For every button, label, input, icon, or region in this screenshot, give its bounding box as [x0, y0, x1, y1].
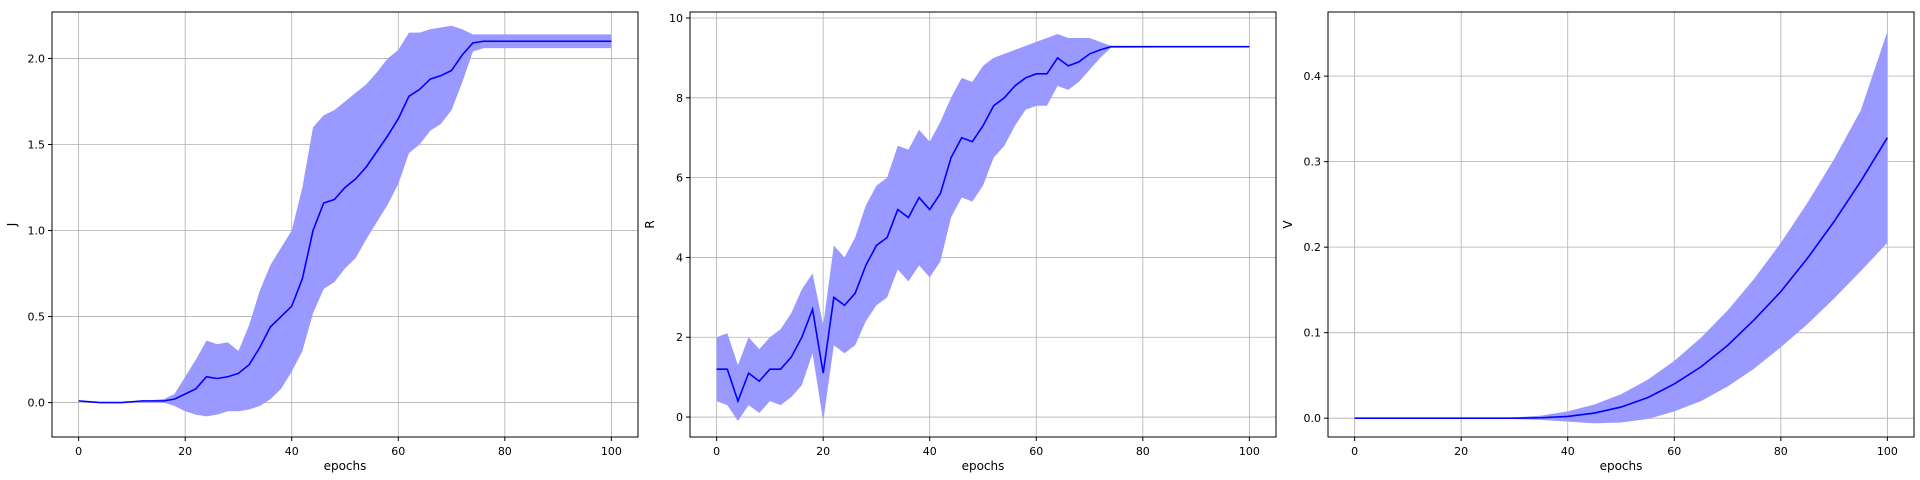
j-ytick-label-2: 1.0	[28, 225, 46, 238]
j-ytick-label-1: 0.5	[28, 311, 46, 324]
v-ytick-label-3: 0.3	[1304, 156, 1322, 169]
chart-r: 0 20 40 60 80 100 0 2 4 6 8 10 epochs R	[643, 11, 1277, 473]
v-axes-frame	[1327, 11, 1915, 438]
v-xtick-label-0: 0	[1351, 445, 1358, 458]
r-axes-frame	[689, 11, 1277, 438]
j-ytick-label-0: 0.0	[28, 397, 46, 410]
j-xlabel: epochs	[324, 459, 367, 473]
r-xtick-label-0: 0	[713, 445, 720, 458]
chart-v: 0 20 40 60 80 100 0.0 0.1 0.2 0.3 0.4 epochs V	[1281, 11, 1915, 473]
v-mean-line	[1354, 137, 1889, 419]
v-xtick-label-4: 80	[1774, 445, 1788, 458]
j-mean-line	[78, 40, 612, 404]
v-xtick-label-2: 40	[1561, 445, 1575, 458]
r-ytick-label-3: 6	[676, 172, 683, 185]
r-xtick-label-4: 80	[1136, 445, 1150, 458]
j-ylabel: J	[5, 223, 19, 228]
chart-j: 0 20 40 60 80 100 0.0 0.5 1.0 1.5 2.0 epochs J	[5, 11, 639, 473]
j-ytick-label-4: 2.0	[28, 52, 46, 65]
j-std-band	[78, 25, 612, 417]
v-xtick-label-3: 60	[1667, 445, 1681, 458]
j-xtick-label-5: 100	[601, 445, 622, 458]
j-xtick-label-2: 40	[285, 445, 299, 458]
r-ytick-label-5: 10	[669, 12, 683, 25]
r-std-band	[716, 33, 1250, 422]
j-ytick-label-3: 1.5	[28, 138, 46, 151]
r-xtick-label-2: 40	[923, 445, 937, 458]
v-std-band	[1354, 31, 1888, 424]
v-ytick-label-4: 0.4	[1304, 70, 1322, 83]
r-xtick-label-1: 20	[816, 445, 830, 458]
v-ytick-label-1: 0.1	[1304, 327, 1322, 340]
j-xtick-label-0: 0	[75, 445, 82, 458]
j-axes-frame	[51, 11, 639, 438]
j-xtick-label-3: 60	[391, 445, 405, 458]
r-xtick-label-3: 60	[1029, 445, 1043, 458]
v-ytick-label-0: 0.0	[1304, 412, 1322, 425]
r-xtick-label-5: 100	[1239, 445, 1260, 458]
v-xtick-label-1: 20	[1454, 445, 1468, 458]
r-ytick-label-1: 2	[676, 331, 683, 344]
j-xtick-label-1: 20	[178, 445, 192, 458]
v-xlabel: epochs	[1600, 459, 1643, 473]
r-mean-line	[716, 45, 1250, 404]
r-ylabel: R	[643, 220, 657, 228]
r-ytick-label-4: 8	[676, 92, 683, 105]
r-ytick-label-0: 0	[676, 411, 683, 424]
v-ylabel: V	[1281, 220, 1295, 229]
r-xlabel: epochs	[962, 459, 1005, 473]
v-xtick-label-5: 100	[1877, 445, 1898, 458]
j-xtick-label-4: 80	[498, 445, 512, 458]
r-ytick-label-2: 4	[676, 251, 683, 264]
v-ytick-label-2: 0.2	[1304, 241, 1322, 254]
